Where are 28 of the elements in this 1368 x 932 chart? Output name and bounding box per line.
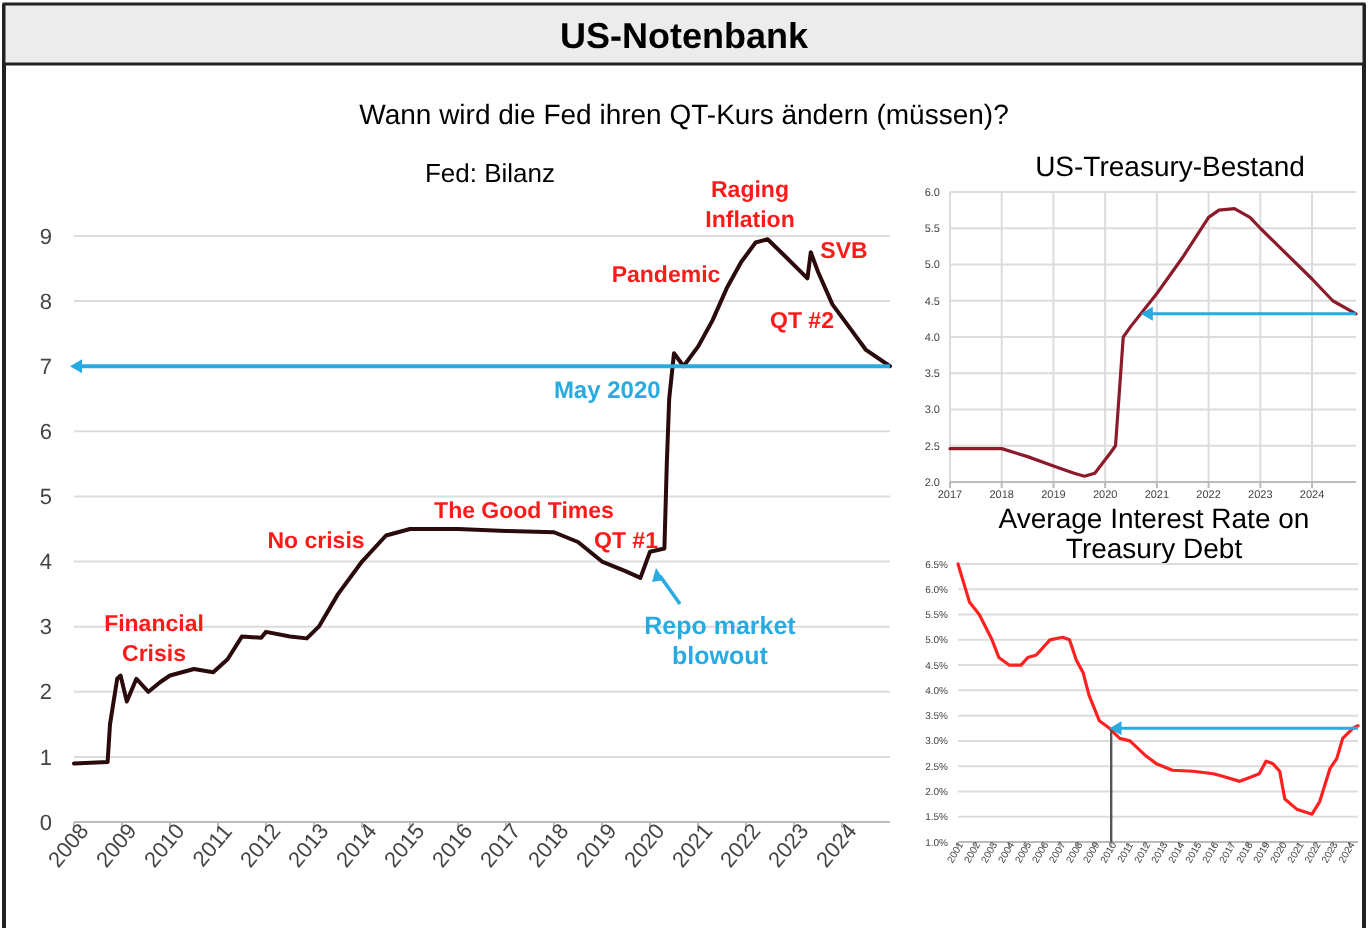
y-tick-label: 6 [39, 421, 52, 446]
y-tick-label: 5 [39, 486, 52, 511]
annotation: QT #1 [594, 530, 660, 555]
line-series [72, 237, 892, 766]
y-tick-label: 4 [39, 551, 52, 576]
annotation: No crisis [267, 530, 365, 555]
text: Wann wird die Fed ihren QT-Kurs ändern (müssen)? [359, 98, 1010, 130]
annotation: QT #2 [770, 310, 834, 335]
text: US-Notenbank [559, 16, 810, 56]
y-tick-label: 8 [39, 290, 52, 315]
line-series [948, 207, 1358, 478]
y-tick-label: 2 [39, 681, 52, 706]
y-tick-label: 1 [39, 746, 52, 771]
chart-title: US-Treasury-Bestand [1035, 150, 1305, 182]
annotation: Repo market blowout [644, 611, 798, 670]
chart-title: Average Interest Rate on Treasury Debt [998, 502, 1310, 564]
y-tick-label: 7 [39, 355, 52, 380]
annotation: SVB [820, 240, 868, 265]
ref-line-label: May 2020 [553, 376, 662, 405]
annotation: Financial Crisis [104, 613, 204, 667]
y-tick-label: 0 [39, 811, 52, 836]
annotation: Pandemic [611, 264, 722, 289]
y-tick-label: 3 [39, 616, 52, 641]
annotation: The Good Times [434, 500, 614, 525]
y-tick-label: 9 [39, 225, 52, 250]
text: Raging Inflation [705, 179, 795, 233]
chart-title: Fed: Bilanz [424, 158, 556, 188]
line-series [956, 562, 1360, 816]
